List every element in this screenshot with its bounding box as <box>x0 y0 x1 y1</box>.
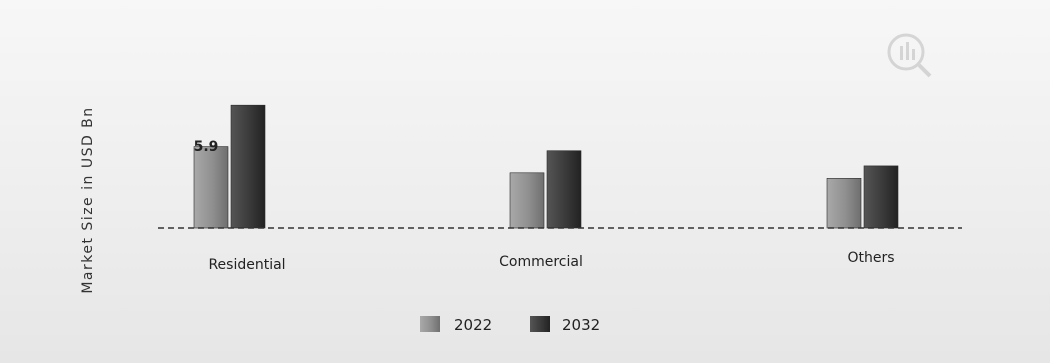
mrfr-logo-icon <box>887 33 932 78</box>
bar-commercial-2032 <box>546 150 582 229</box>
legend-label-2022: 2022 <box>454 316 492 334</box>
bars-layer <box>193 104 899 229</box>
legend-label-2032: 2032 <box>562 316 600 334</box>
x-tick-label-others: Others <box>847 250 894 266</box>
bar-residential-2022 <box>193 146 229 229</box>
bar-others-2032 <box>863 165 899 229</box>
legend: 2022 2032 <box>420 316 600 334</box>
legend-swatch-2022 <box>420 316 440 332</box>
x-tick-label-residential: Residential <box>208 257 285 273</box>
x-tick-label-commercial: Commercial <box>499 254 583 270</box>
bar-commercial-2022 <box>509 172 545 229</box>
bar-others-2022 <box>826 178 862 229</box>
bar-residential-2032 <box>230 104 266 229</box>
data-label-residential-2022: 5.9 <box>194 139 219 155</box>
legend-swatch-2032 <box>530 316 550 332</box>
y-axis-label: Market Size in USD Bn <box>80 106 96 293</box>
